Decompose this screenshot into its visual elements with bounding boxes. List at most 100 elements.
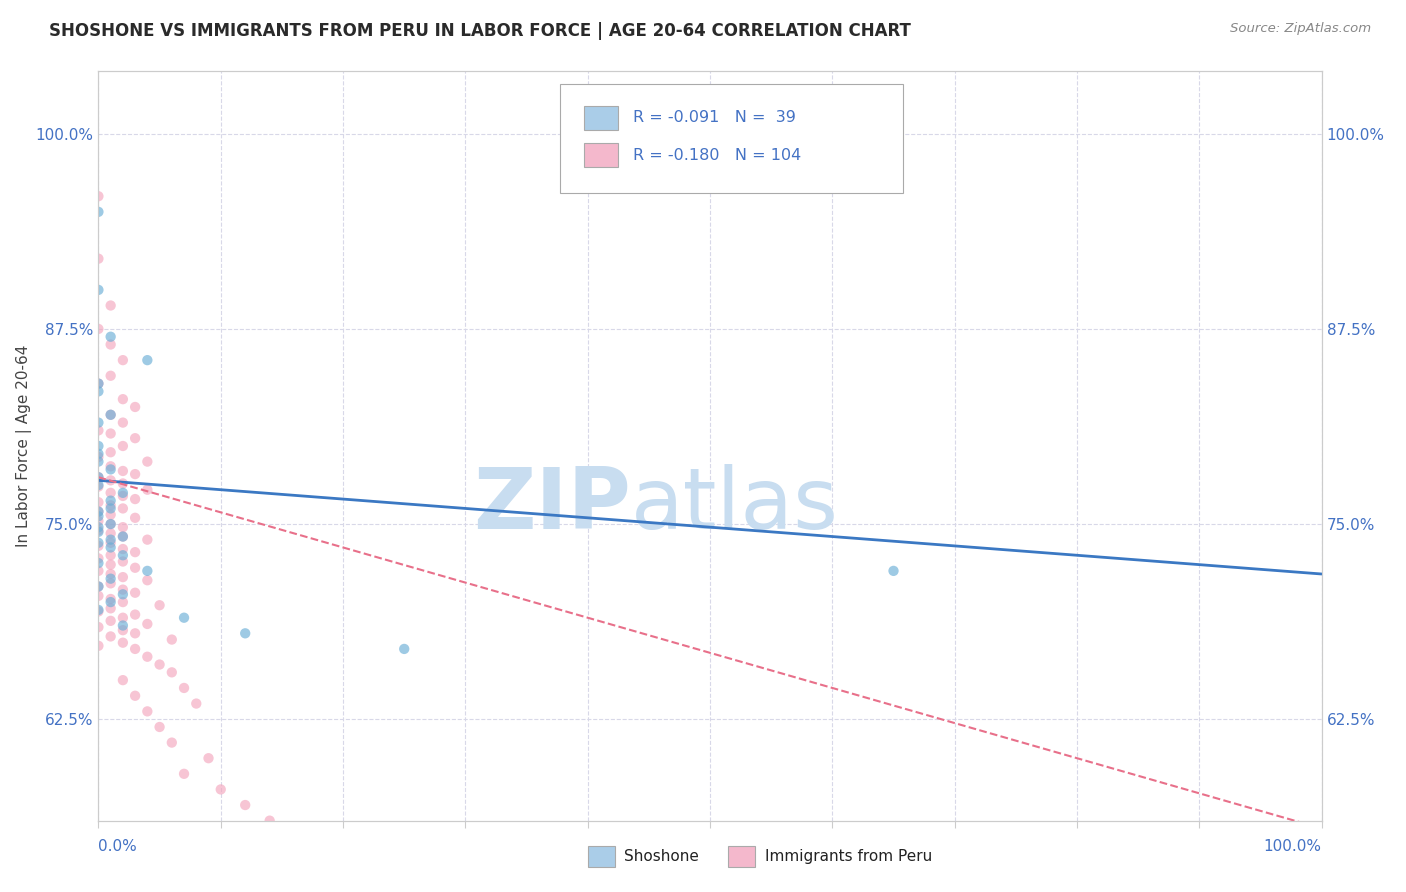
Point xyxy=(100,601,122,615)
Point xyxy=(87,189,110,203)
Point xyxy=(87,252,110,266)
Point xyxy=(100,445,122,459)
Point xyxy=(100,567,122,582)
Point xyxy=(100,408,122,422)
Point xyxy=(100,462,122,476)
Text: 100.0%: 100.0% xyxy=(1264,839,1322,855)
Bar xyxy=(588,847,614,867)
Point xyxy=(124,642,146,657)
Point xyxy=(87,205,110,219)
Text: R = -0.091   N =  39: R = -0.091 N = 39 xyxy=(633,111,796,125)
Point xyxy=(87,478,110,492)
Point xyxy=(173,681,195,695)
Point xyxy=(111,595,134,609)
Point xyxy=(100,337,122,351)
Point xyxy=(87,556,110,570)
Point xyxy=(111,624,134,638)
Point xyxy=(136,705,159,719)
Point xyxy=(87,564,110,578)
Point xyxy=(392,642,416,657)
Point xyxy=(173,611,195,625)
Point xyxy=(111,501,134,516)
Point xyxy=(87,580,110,594)
Point xyxy=(111,476,134,491)
Point xyxy=(87,620,110,634)
Point xyxy=(111,464,134,478)
Point xyxy=(124,467,146,482)
Point xyxy=(87,424,110,438)
Point xyxy=(186,845,208,859)
Point xyxy=(87,384,110,399)
Point xyxy=(111,673,134,688)
Point xyxy=(111,416,134,430)
Point xyxy=(87,376,110,391)
Point xyxy=(136,574,159,588)
Point xyxy=(111,570,134,584)
Point xyxy=(87,495,110,509)
Point xyxy=(149,657,172,672)
Point xyxy=(87,447,110,461)
Point xyxy=(100,368,122,383)
Point xyxy=(111,489,134,503)
Point xyxy=(100,330,122,344)
Point xyxy=(100,549,122,563)
Point xyxy=(87,470,110,484)
Point xyxy=(87,455,110,469)
Point xyxy=(149,599,172,613)
Point xyxy=(111,587,134,601)
Point xyxy=(124,545,146,559)
Point xyxy=(111,530,134,544)
Point xyxy=(87,322,110,336)
Point xyxy=(87,376,110,391)
Point xyxy=(87,524,110,539)
Point xyxy=(100,592,122,607)
Point xyxy=(87,580,110,594)
Text: Immigrants from Peru: Immigrants from Peru xyxy=(765,849,932,864)
Point xyxy=(233,626,256,640)
Point xyxy=(111,439,134,453)
Point xyxy=(100,408,122,422)
Point xyxy=(136,483,159,497)
Point xyxy=(87,505,110,519)
Point xyxy=(87,283,110,297)
Point xyxy=(100,536,122,550)
Point xyxy=(87,509,110,524)
Point xyxy=(124,689,146,703)
Point xyxy=(87,505,110,519)
Point xyxy=(87,603,110,617)
Point xyxy=(136,533,159,547)
Point xyxy=(100,630,122,644)
Point xyxy=(87,536,110,550)
Bar xyxy=(583,144,619,168)
Point xyxy=(259,814,281,828)
Point xyxy=(100,576,122,591)
Point xyxy=(100,501,122,516)
Point xyxy=(136,617,159,632)
Point xyxy=(883,564,905,578)
Point xyxy=(87,605,110,619)
Point xyxy=(100,517,122,532)
Text: Source: ZipAtlas.com: Source: ZipAtlas.com xyxy=(1230,22,1371,36)
Point xyxy=(100,614,122,628)
Point xyxy=(124,607,146,622)
Point xyxy=(124,511,146,525)
Point xyxy=(124,431,146,445)
Point xyxy=(160,665,183,680)
Text: SHOSHONE VS IMMIGRANTS FROM PERU IN LABOR FORCE | AGE 20-64 CORRELATION CHART: SHOSHONE VS IMMIGRANTS FROM PERU IN LABO… xyxy=(49,22,911,40)
Point xyxy=(111,555,134,569)
FancyBboxPatch shape xyxy=(560,84,903,194)
Point xyxy=(111,530,134,544)
Point xyxy=(124,586,146,600)
Point xyxy=(87,514,110,528)
Point xyxy=(111,611,134,625)
Text: 0.0%: 0.0% xyxy=(98,839,138,855)
Point xyxy=(100,486,122,500)
Point xyxy=(111,392,134,407)
Bar xyxy=(583,106,619,130)
Point xyxy=(100,595,122,609)
Point xyxy=(87,520,110,534)
Point xyxy=(111,520,134,534)
Point xyxy=(124,626,146,640)
Point xyxy=(136,649,159,664)
Point xyxy=(197,751,219,765)
